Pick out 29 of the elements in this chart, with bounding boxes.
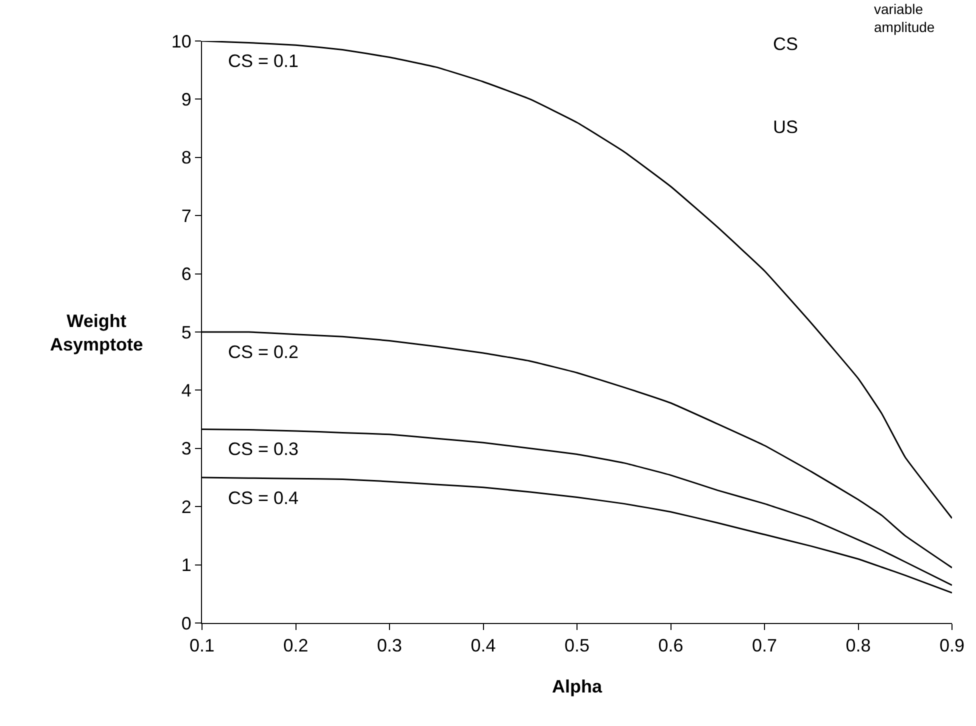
- y-axis-title: Weight Asymptote: [50, 311, 144, 354]
- y-tick-label: 3: [181, 438, 192, 459]
- y-tick-label: 8: [181, 148, 192, 168]
- x-tick-label: 0.6: [658, 636, 684, 656]
- y-tick-label: 5: [181, 322, 192, 342]
- text: variable amplitude: [874, 1, 935, 36]
- annotation: CS: [773, 34, 798, 54]
- x-tick-label: 0.4: [470, 636, 496, 656]
- y-tick-label: 1: [181, 555, 192, 576]
- y-tick-label: 10: [171, 31, 192, 52]
- y-tick-label: 2: [181, 496, 192, 517]
- x-tick-label: 0.8: [846, 636, 871, 656]
- x-tick-label: 0.1: [189, 636, 215, 656]
- series-label: CS = 0.1: [228, 51, 299, 71]
- y-tick-label: 6: [181, 264, 192, 284]
- x-axis-title: Alpha: [552, 676, 603, 697]
- x-tick-label: 0.7: [752, 636, 778, 656]
- series-label: CS = 0.2: [228, 342, 299, 362]
- y-tick-label: 4: [181, 380, 192, 400]
- x-tick-label: 0.9: [939, 636, 965, 656]
- annotation: US: [773, 117, 798, 137]
- y-tick-label: 9: [181, 90, 192, 110]
- x-tick-label: 0.3: [376, 636, 402, 656]
- y-tick-label: 0: [181, 613, 192, 634]
- x-tick-label: 0.2: [283, 636, 308, 656]
- series-label: CS = 0.4: [228, 488, 299, 508]
- series-label: CS = 0.3: [228, 439, 299, 459]
- y-tick-label: 7: [181, 206, 192, 226]
- x-tick-label: 0.5: [564, 636, 590, 656]
